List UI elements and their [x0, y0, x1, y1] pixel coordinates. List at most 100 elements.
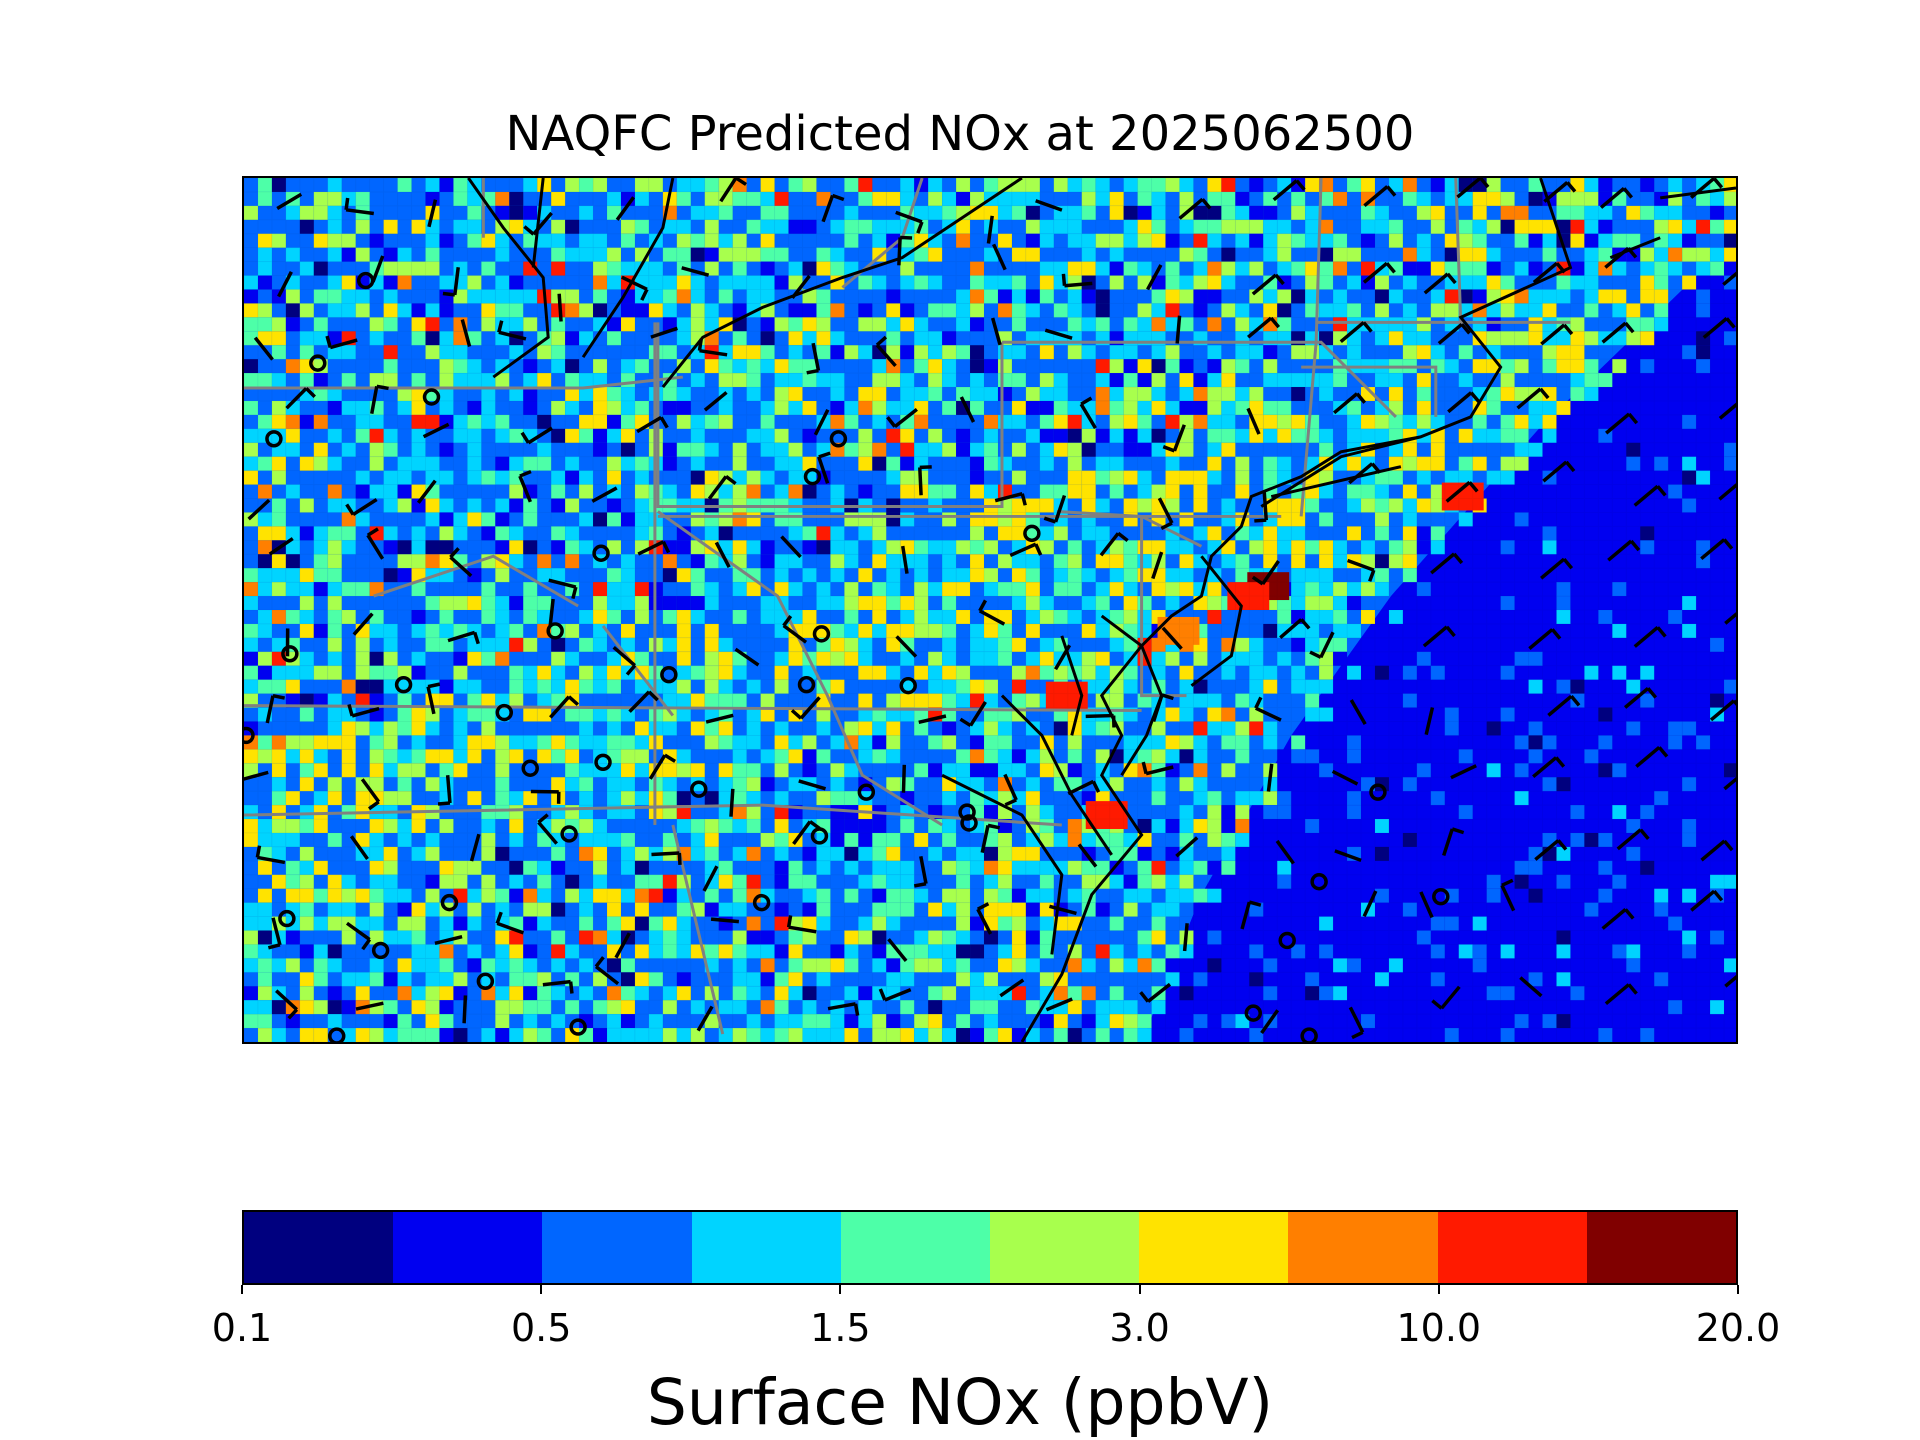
wind-barb — [345, 498, 378, 516]
wind-barb-shaft — [271, 917, 282, 946]
wind-barb-shaft — [1333, 392, 1359, 415]
wind-barb — [1528, 628, 1562, 650]
wind-barb-shaft — [1053, 494, 1067, 523]
wind-barb-shaft — [276, 192, 303, 210]
wind-barb-shaft — [371, 255, 385, 283]
calm-wind-circle — [960, 814, 978, 832]
wind-barb — [628, 690, 659, 713]
wind-barb — [1240, 900, 1262, 930]
wind-barb-flag — [1657, 746, 1669, 758]
wind-barb — [681, 266, 710, 277]
wind-barb-shaft — [729, 788, 735, 817]
wind-barb — [427, 199, 438, 228]
wind-barb-shaft — [247, 498, 271, 521]
wind-barb — [1605, 412, 1639, 435]
calm-wind-circle — [803, 467, 822, 486]
wind-barb — [1532, 261, 1566, 284]
wind-barb-shaft — [1724, 612, 1736, 625]
wind-barb-shaft — [1700, 538, 1726, 561]
wind-barb-shaft — [817, 456, 830, 484]
wind-barb-shaft — [1151, 694, 1164, 723]
wind-barb — [253, 336, 274, 361]
wind-barb — [798, 779, 827, 791]
wind-barb-shaft — [1633, 484, 1659, 507]
wind-barb-shaft — [427, 199, 438, 228]
wind-barb — [497, 320, 527, 341]
wind-barb-flag — [1251, 575, 1264, 586]
wind-barb-shaft — [1362, 261, 1388, 284]
wind-barb-shaft — [434, 935, 463, 946]
wind-barb — [1279, 618, 1311, 640]
wind-barb-flag — [1622, 187, 1634, 199]
wind-barb-shaft — [1035, 199, 1063, 212]
wind-barb-shaft — [1334, 849, 1362, 863]
wind-barb-flag — [1034, 543, 1043, 556]
wind-barb-shaft — [1266, 763, 1274, 792]
wind-barb — [1254, 696, 1282, 722]
wind-barb-flag — [1161, 693, 1174, 701]
wind-barb-flag — [1624, 321, 1635, 334]
wind-barb-shaft — [628, 690, 651, 713]
wind-barb-flag — [978, 599, 988, 612]
wind-barb-flag — [1712, 890, 1724, 902]
wind-barb — [1334, 849, 1362, 863]
wind-barb — [447, 630, 480, 645]
wind-barb-shaft — [1146, 264, 1163, 291]
wind-barb-flag — [1624, 908, 1635, 920]
wind-barb — [1724, 612, 1736, 625]
wind-barb-flag — [1043, 516, 1057, 524]
wind-barb-shaft — [537, 821, 558, 845]
wind-barb — [897, 235, 913, 266]
wind-barb — [650, 326, 678, 339]
wind-barb-shaft — [548, 598, 555, 627]
wind-barb — [901, 764, 907, 793]
wind-barb-shaft — [1251, 273, 1277, 296]
wind-barb-flag — [677, 852, 682, 865]
wind-barb-flag — [875, 335, 888, 347]
wind-barb-flag — [1141, 761, 1148, 775]
calm-wind-circle — [812, 625, 831, 643]
wind-barb-shaft — [1279, 618, 1303, 640]
wind-barb-flag — [325, 335, 332, 348]
wind-barb-shaft — [901, 764, 907, 793]
wind-barb-shaft — [811, 342, 821, 371]
wind-barb-shaft — [1440, 985, 1461, 1010]
wind-barb-shaft — [648, 754, 667, 780]
wind-barb — [980, 823, 1001, 854]
wind-barb — [959, 701, 987, 728]
wind-barb — [895, 635, 918, 658]
wind-barb — [469, 833, 481, 862]
wind-barb-shaft — [1331, 769, 1359, 786]
wind-barb-flag — [347, 703, 354, 717]
wind-barb — [1348, 1006, 1365, 1040]
calm-wind-circle — [592, 544, 610, 562]
state-border — [1056, 509, 1203, 548]
wind-barb — [347, 703, 380, 718]
wind-barb — [1722, 271, 1736, 286]
wind-barb-flag — [976, 902, 990, 911]
wind-barb-flag — [442, 291, 456, 297]
coastline — [1020, 178, 1573, 1042]
coastline — [581, 178, 675, 358]
wind-barb — [702, 865, 719, 892]
wind-barb-shaft — [422, 422, 450, 439]
wind-barb — [976, 902, 993, 935]
wind-barb-flag — [361, 938, 372, 951]
wind-barb — [705, 713, 734, 724]
wind-barb — [821, 193, 845, 223]
wind-barb-flag — [1274, 273, 1285, 286]
wind-barb — [1542, 460, 1576, 483]
wind-barb-flag — [1550, 628, 1562, 640]
calm-wind-circle — [1300, 1027, 1318, 1042]
wind-barb-shaft — [893, 408, 918, 428]
wind-barb — [548, 578, 578, 600]
wind-barb-shaft — [1604, 983, 1630, 1006]
wind-barb-shaft — [1500, 884, 1516, 912]
colorbar-bin — [1139, 1212, 1289, 1283]
wind-barb-shaft — [1690, 178, 1716, 199]
wind-barb — [1547, 694, 1581, 717]
state-border — [244, 375, 683, 390]
wind-barb — [918, 465, 932, 496]
colorbar-tick-label: 3.0 — [1109, 1306, 1170, 1350]
